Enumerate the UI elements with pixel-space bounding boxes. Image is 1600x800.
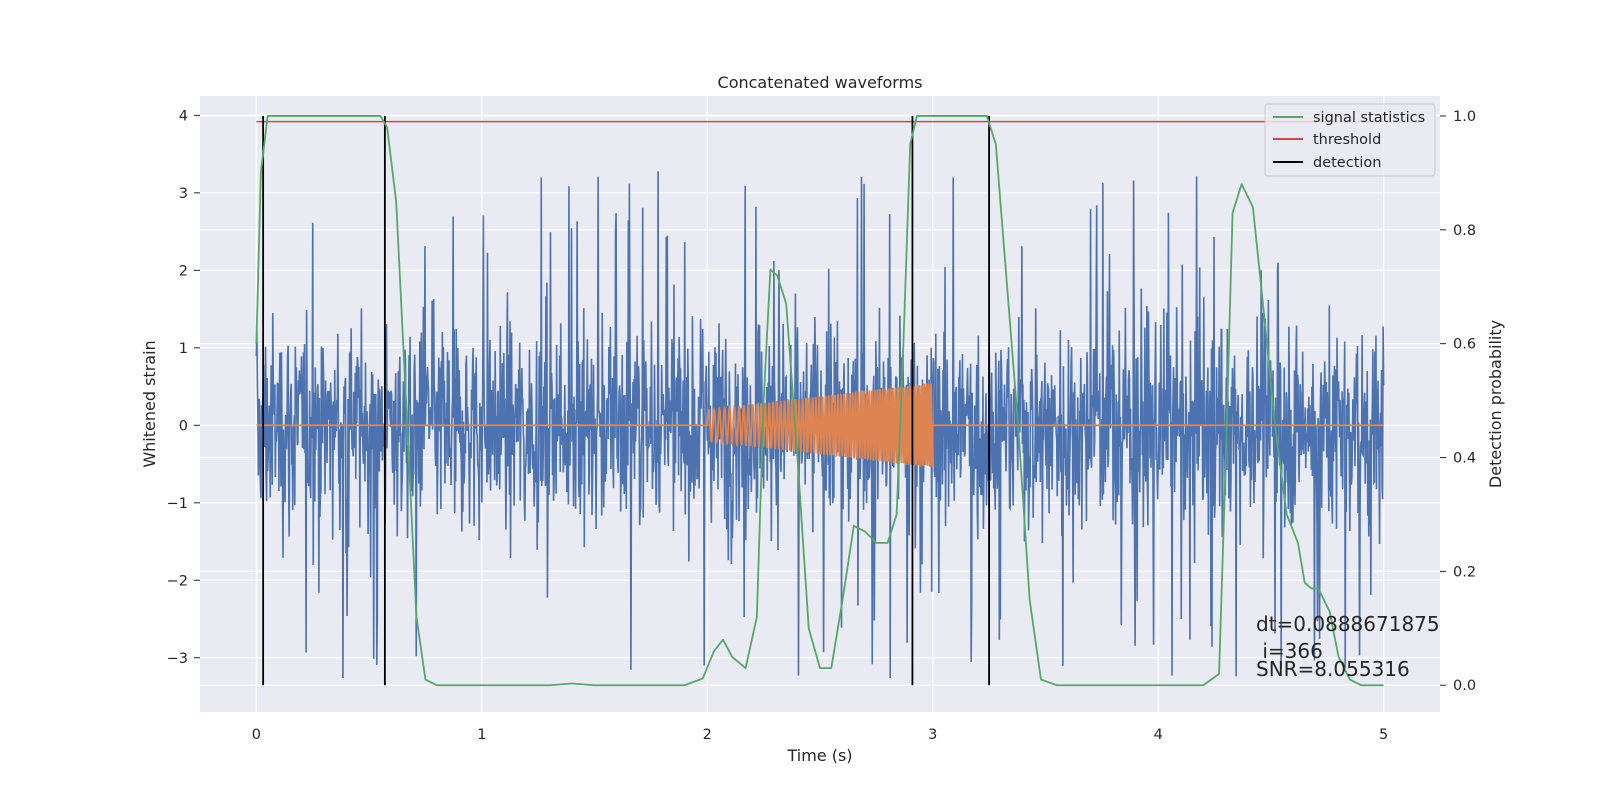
- signal-statistics-line: [255, 115, 1384, 687]
- y-tick-label: 1: [179, 341, 188, 357]
- annotation-dt: dt=0.0888671875: [1256, 612, 1440, 636]
- y-tick-label: 4: [179, 108, 188, 124]
- y-tick-label: −3: [167, 651, 188, 667]
- plot-area: [255, 115, 1385, 687]
- y-right-tick-label: 0.2: [1453, 564, 1476, 580]
- y-tick-label: −1: [167, 496, 188, 512]
- x-tick-label: 0: [252, 727, 261, 743]
- x-tick-label: 4: [1154, 727, 1163, 743]
- y-axis-label: Whitened strain: [140, 340, 159, 467]
- chirp-series-line: [256, 383, 1384, 468]
- y-right-tick-label: 0.6: [1453, 337, 1476, 353]
- legend-box: [1264, 103, 1436, 177]
- x-tick-label: 5: [1379, 727, 1388, 743]
- y-tick-label: 2: [179, 263, 188, 279]
- annotation-index: i=366: [1256, 639, 1323, 663]
- legend: signal statistics threshold detection: [1264, 103, 1436, 177]
- legend-label-detection: detection: [1313, 155, 1381, 171]
- legend-label-signal-statistics: signal statistics: [1313, 110, 1425, 126]
- y-right-tick-label: 0.0: [1453, 678, 1476, 694]
- y-tick-label: 0: [179, 418, 188, 434]
- y-tick-label: 3: [179, 186, 188, 202]
- x-tick-label: 3: [928, 727, 937, 743]
- x-tick-label: 2: [703, 727, 712, 743]
- y-right-tick-label: 0.8: [1453, 223, 1476, 239]
- chart-title: Concatenated waveforms: [718, 73, 923, 92]
- y-tick-label: −2: [167, 573, 188, 589]
- x-axis-label: Time (s): [786, 746, 852, 765]
- y-axis-right-label: Detection probability: [1486, 320, 1505, 488]
- annotation-snr: SNR=8.055316: [1256, 657, 1410, 681]
- x-tick-label: 1: [477, 727, 486, 743]
- y-right-tick-label: 1.0: [1453, 109, 1476, 125]
- tick-labels: 0 1 2 3 4 5 4 3 2 1 0 −1 −2 −3 1.0 0.8 0.6 0.4 0.2 0.0: [167, 108, 1476, 743]
- y-right-tick-label: 0.4: [1453, 451, 1476, 467]
- legend-label-threshold: threshold: [1313, 132, 1381, 148]
